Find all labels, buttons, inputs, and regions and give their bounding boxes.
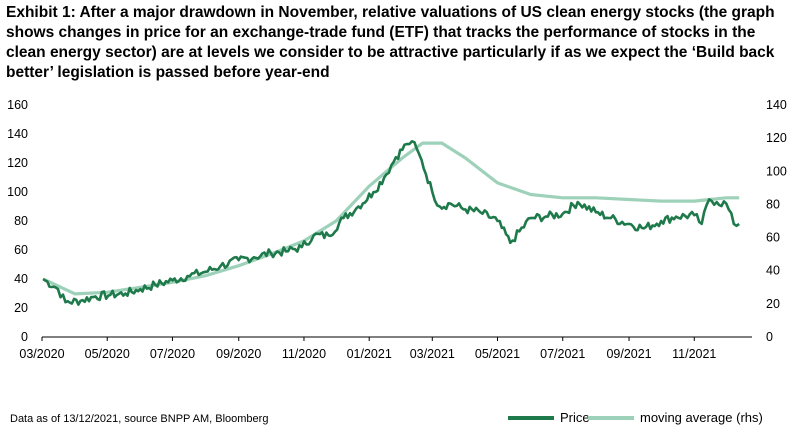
x-tick-label: 09/2021 (606, 347, 651, 361)
y-right-tick-label: 120 (766, 131, 787, 145)
y-left-tick-label: 80 (14, 214, 28, 228)
y-left-tick-label: 40 (14, 272, 28, 286)
legend-swatch-price (508, 415, 554, 420)
y-left-tick-label: 120 (7, 156, 28, 170)
y-right-tick-label: 20 (766, 297, 780, 311)
y-left-tick-label: 140 (7, 127, 28, 141)
legend-swatch-moving-average (588, 415, 634, 420)
price-line (42, 140, 740, 306)
y-right-tick-label: 100 (766, 164, 787, 178)
legend-item-price: Price (508, 410, 590, 425)
y-right-tick-label: 80 (766, 197, 780, 211)
y-right-tick-label: 0 (766, 330, 773, 344)
y-right-tick-label: 140 (766, 98, 787, 112)
x-tick-label: 05/2020 (85, 347, 130, 361)
y-left-tick-label: 160 (7, 98, 28, 112)
legend-label-price: Price (560, 410, 590, 425)
x-tick-label: 09/2020 (216, 347, 261, 361)
chart-title: Exhibit 1: After a major drawdown in Nov… (6, 4, 775, 81)
y-right-tick-label: 40 (766, 264, 780, 278)
series-lines (42, 140, 740, 306)
x-tick-label: 11/2020 (282, 347, 326, 361)
x-tick-label: 07/2020 (150, 347, 195, 361)
right-y-axis-ticks: 0 20 40 60 80 100 120 140 (766, 98, 787, 344)
x-tick-label: 03/2021 (410, 347, 455, 361)
x-tick-label: 03/2020 (19, 347, 64, 361)
y-right-tick-label: 60 (766, 231, 780, 245)
legend-item-moving-average: moving average (rhs) (588, 410, 763, 425)
x-tick-label: 01/2021 (347, 347, 392, 361)
y-left-tick-label: 20 (14, 301, 28, 315)
x-tick-label: 07/2021 (540, 347, 585, 361)
legend-label-moving-average: moving average (rhs) (640, 410, 763, 425)
y-left-tick-label: 0 (21, 330, 28, 344)
source-note: Data as of 13/12/2021, source BNPP AM, B… (10, 413, 269, 425)
x-tick-label: 05/2021 (475, 347, 520, 361)
left-y-axis-ticks: 0 20 40 60 80 100 120 140 160 (7, 98, 28, 344)
y-left-tick-label: 60 (14, 243, 28, 257)
x-axis-ticks: 03/2020 05/2020 07/2020 09/2020 11/2020 01/20… (19, 337, 716, 361)
x-tick-label: 11/2021 (672, 347, 716, 361)
y-left-tick-label: 100 (7, 185, 28, 199)
